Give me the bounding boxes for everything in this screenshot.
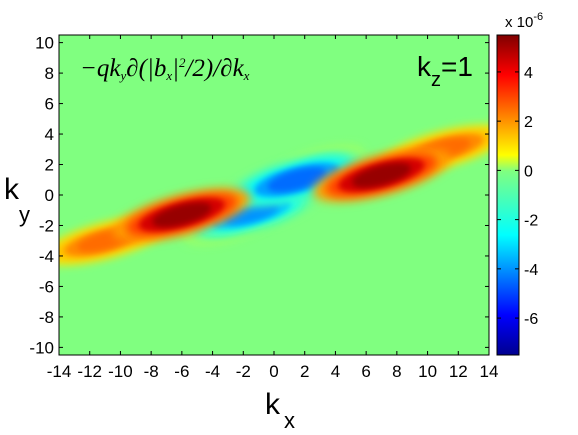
y-tick-label: -4 — [39, 247, 54, 266]
y-axis-label-main: k — [4, 173, 20, 206]
x-tick-label: -12 — [77, 362, 102, 381]
colorbar-ticks: 4 2 0 -2 -4 -6 — [497, 65, 538, 328]
kz-annotation: kz=1 — [417, 51, 473, 91]
x-axis-label-sub: x — [284, 408, 295, 433]
y-axis-label-sub: y — [19, 202, 30, 227]
y-tick-label: -2 — [39, 216, 54, 235]
x-tick-label: 14 — [480, 362, 499, 381]
x-tick-label: -14 — [47, 362, 72, 381]
formula-annotation: −qky∂(|bx|2/2)/∂kx — [80, 55, 250, 83]
x-tick-label: -4 — [205, 362, 220, 381]
heatmap-features — [59, 125, 489, 265]
x-axis: -14 -12 -10 -8 -6 -4 -2 0 2 4 6 8 10 12 14 — [47, 35, 499, 381]
x-tick-label: -2 — [236, 362, 251, 381]
colorbar-tick-label: 2 — [524, 114, 533, 131]
colorbar-tick-label: -6 — [524, 311, 538, 328]
y-tick-label: -6 — [39, 277, 54, 296]
y-axis: -10 -8 -6 -4 -2 0 2 4 6 8 10 — [29, 34, 489, 357]
y-tick-label: 4 — [45, 125, 54, 144]
x-tick-label: -6 — [174, 362, 189, 381]
x-tick-label: -10 — [108, 362, 133, 381]
y-tick-label: 0 — [45, 186, 54, 205]
y-tick-label: -8 — [39, 308, 54, 327]
heatmap-feature — [267, 167, 327, 192]
colorbar-tick-label: 0 — [524, 163, 533, 180]
y-tick-label: 8 — [45, 64, 54, 83]
x-tick-label: 12 — [449, 362, 468, 381]
colorbar: 4 2 0 -2 -4 -6 x 10-6 — [496, 11, 543, 356]
y-tick-label: -10 — [29, 338, 54, 357]
x-tick-label: 6 — [361, 362, 370, 381]
x-tick-label: 10 — [418, 362, 437, 381]
x-tick-label: 4 — [331, 362, 340, 381]
y-axis-label: k y — [4, 173, 30, 227]
x-axis-label: k x — [265, 388, 295, 433]
y-tick-label: 2 — [45, 156, 54, 175]
x-axis-label-main: k — [265, 388, 281, 421]
x-tick-label: -8 — [144, 362, 159, 381]
y-tick-label: 6 — [45, 95, 54, 114]
x-tick-label: 0 — [269, 362, 278, 381]
heatmap-feature — [352, 163, 411, 188]
x-tick-label: 2 — [300, 362, 309, 381]
colorbar-exponent: x 10-6 — [505, 11, 543, 31]
heatmap-feature — [223, 202, 279, 225]
y-tick-label: 10 — [35, 34, 54, 53]
colorbar-gradient — [496, 34, 520, 356]
heatmap-feature — [152, 202, 212, 227]
colorbar-tick-label: 4 — [524, 65, 533, 82]
colorbar-tick-label: -4 — [524, 262, 538, 279]
heatmap-plot — [58, 34, 490, 356]
x-tick-label: 8 — [392, 362, 401, 381]
colorbar-tick-label: -2 — [524, 213, 538, 230]
